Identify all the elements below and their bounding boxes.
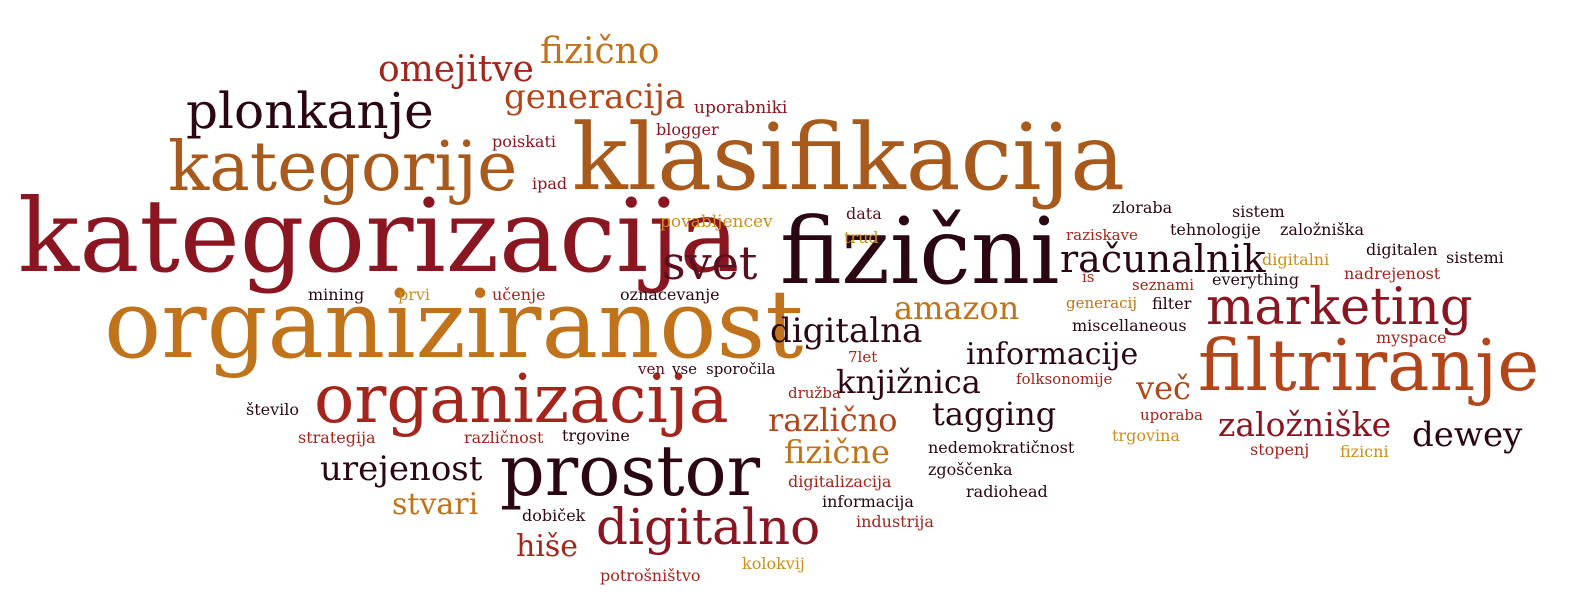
- word-blogger: blogger: [656, 120, 719, 139]
- word-filtriranje: filtriranje: [1198, 324, 1540, 407]
- word-fizicni-small: fizicni: [1340, 442, 1389, 461]
- word-hise: hiše: [516, 529, 579, 564]
- word-prostor: prostor: [500, 430, 761, 512]
- word-stevilo: število: [246, 400, 300, 419]
- word-uporabniki: uporabniki: [694, 98, 788, 118]
- word-organizacija: organizacija: [314, 360, 729, 438]
- word-zalozniske: založniške: [1218, 405, 1392, 444]
- word-sporocila: sporočila: [706, 360, 776, 378]
- word-tehnologije: tehnologije: [1170, 220, 1261, 239]
- word-kolokvij: kolokvij: [742, 554, 805, 573]
- word-digitalna: digitalna: [770, 311, 923, 351]
- word-amazon: amazon: [894, 289, 1020, 327]
- word-sistem: sistem: [1232, 202, 1285, 221]
- word-trgovine: trgovine: [562, 426, 630, 445]
- word-digitalen: digitalen: [1366, 240, 1438, 259]
- word-generacij: generacij: [1066, 294, 1137, 312]
- word-svet: svet: [662, 236, 758, 290]
- word-data: data: [846, 204, 882, 223]
- word-7let: 7let: [848, 348, 878, 366]
- word-kategorije: kategorije: [168, 128, 518, 207]
- word-strategija: strategija: [298, 428, 376, 447]
- word-vse: vse: [672, 360, 698, 378]
- word-radiohead: radiohead: [966, 482, 1048, 501]
- word-myspace: myspace: [1376, 328, 1447, 347]
- word-stopenj: stopenj: [1250, 440, 1310, 459]
- word-druzba: družba: [788, 384, 841, 402]
- word-vec: več: [1136, 369, 1191, 407]
- word-oznacevanje: oznacevanje: [620, 285, 720, 304]
- word-folksonomije: folksonomije: [1016, 370, 1113, 388]
- word-fizicni: fizični: [780, 198, 1060, 305]
- word-ucenje: učenje: [492, 285, 546, 304]
- word-industrija: industrija: [856, 512, 934, 531]
- word-marketing: marketing: [1206, 278, 1473, 337]
- word-nedemokraticnost: nedemokratičnost: [928, 438, 1075, 457]
- word-digitalno: digitalno: [596, 498, 821, 556]
- word-digitalizacija: digitalizacija: [788, 472, 892, 491]
- word-poiskati: poiskati: [492, 132, 556, 151]
- word-razlicnost: različnost: [464, 428, 544, 447]
- word-informacija: informacija: [822, 492, 914, 511]
- word-sistemi: sistemi: [1446, 248, 1504, 267]
- word-omejitve: omejitve: [378, 49, 534, 90]
- word-knjiznica: knjižnica: [836, 363, 981, 401]
- word-everything: everything: [1212, 270, 1300, 289]
- word-potrosnistvo: potrošništvo: [600, 566, 701, 585]
- word-trgovina: trgovina: [1112, 426, 1180, 445]
- word-fizicne: fizične: [784, 433, 890, 471]
- word-zloraba: zloraba: [1112, 198, 1173, 217]
- word-mining: mining: [308, 285, 365, 304]
- word-trud: trud: [844, 228, 879, 247]
- word-tagging: tagging: [932, 395, 1057, 433]
- word-seznami: seznami: [1132, 276, 1195, 294]
- word-ipad: ipad: [532, 174, 568, 193]
- word-generacija: generacija: [504, 77, 686, 117]
- word-povabljencev: povabljencev: [660, 212, 773, 232]
- word-prvi: prvi: [398, 285, 431, 304]
- word-racunalnik: računalnik: [1060, 237, 1266, 281]
- word-fizicno: fizično: [540, 31, 660, 72]
- word-stvari: stvari: [392, 487, 479, 522]
- word-zgoscenka: zgoščenka: [928, 460, 1013, 479]
- word-kategorizacija: kategorizacija: [18, 177, 740, 295]
- word-urejenost: urejenost: [320, 449, 483, 489]
- word-raziskave: raziskave: [1066, 226, 1138, 244]
- word-dobicek: dobiček: [522, 506, 586, 525]
- word-uporaba: uporaba: [1140, 406, 1203, 424]
- word-dewey: dewey: [1412, 415, 1523, 455]
- word-digitalni: digitalni: [1262, 250, 1330, 269]
- word-filter: filter: [1152, 294, 1192, 313]
- word-zaloznika: založniška: [1280, 220, 1365, 239]
- word-is: is: [1082, 268, 1095, 286]
- word-razlicno: različno: [768, 401, 898, 439]
- word-ven: ven: [638, 360, 666, 378]
- word-klasifikacija: klasifikacija: [572, 104, 1125, 211]
- word-organiziranost: organiziranost: [104, 270, 804, 380]
- word-informacije: informacije: [966, 337, 1139, 372]
- word-plonkanje: plonkanje: [186, 82, 434, 140]
- word-miscellaneous: miscellaneous: [1072, 316, 1187, 335]
- word-nadrejenost: nadrejenost: [1344, 264, 1441, 283]
